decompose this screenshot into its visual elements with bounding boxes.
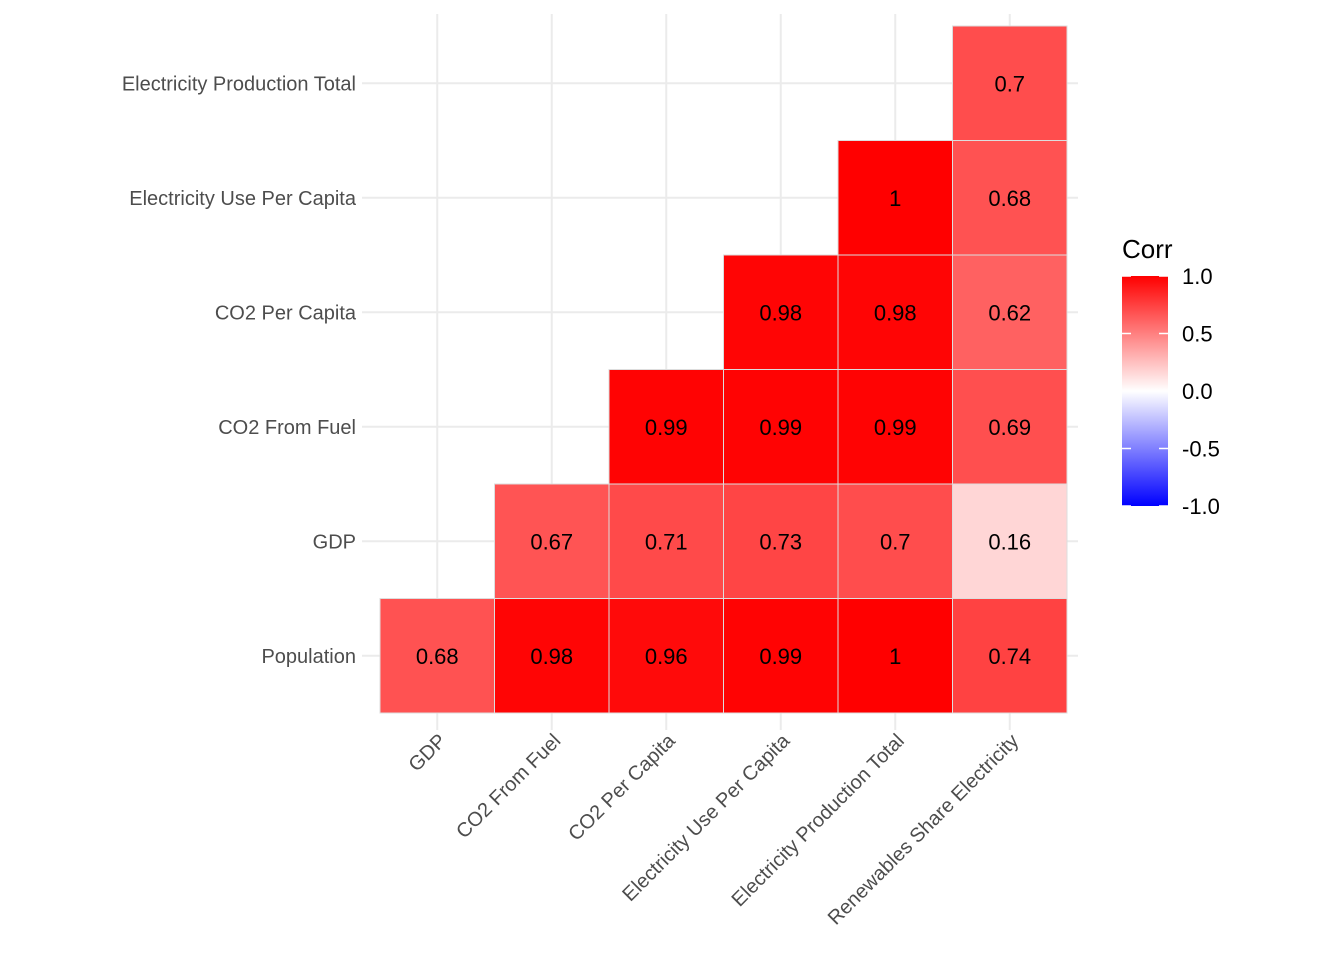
x-tick-label-gdp: GDP (405, 730, 451, 776)
y-tick-label-population: Population (261, 646, 356, 668)
cell-value-label: 1 (889, 186, 901, 211)
heatmap-cell (494, 483, 610, 599)
heatmap-cell (608, 369, 724, 485)
legend-tick-label: 1.0 (1182, 264, 1213, 289)
legend-tick-label: -0.5 (1182, 437, 1220, 462)
heatmap-cell (952, 369, 1068, 485)
y-axis: Population GDP CO2 From Fuel CO2 Per Capita… (122, 73, 368, 668)
heatmap-cell (379, 598, 495, 714)
cell-value-label: 0.69 (988, 415, 1031, 440)
legend-tick-label: -1.0 (1182, 494, 1220, 519)
cell-value-label: 0.99 (759, 644, 802, 669)
heatmap-cell (952, 25, 1068, 141)
cell-value-label: 0.99 (759, 415, 802, 440)
heatmap-cells: 0.68 0.98 0.96 0.99 1 0.740.67 0.71 0.73 0.7 0.16… (379, 25, 1068, 714)
x-tick-label-co2-per-capita: CO2 Per Capita (564, 729, 680, 845)
cell-value-label: 0.7 (994, 71, 1025, 96)
cell-value-label: 0.67 (530, 529, 573, 554)
cell-value-label: 0.73 (759, 529, 802, 554)
cell-value-label: 0.96 (645, 644, 688, 669)
heatmap-cell (494, 598, 610, 714)
cell-value-label: 0.98 (530, 644, 573, 669)
cell-value-label: 1 (889, 644, 901, 669)
cell-value-label: 0.7 (880, 529, 911, 554)
legend-tick-label: 0.0 (1182, 379, 1213, 404)
cell-value-label: 0.99 (645, 415, 688, 440)
cell-value-label: 0.98 (874, 300, 917, 325)
heatmap-cell (952, 598, 1068, 714)
cell-value-label: 0.68 (988, 186, 1031, 211)
heatmap-cell (837, 254, 953, 370)
legend: Corr 1.0 0.5 0.0 -0.5 -1.0 (1122, 234, 1220, 519)
cell-value-label: 0.16 (988, 529, 1031, 554)
heatmap-cell (608, 483, 724, 599)
cell-value-label: 0.71 (645, 529, 688, 554)
heatmap-cell (723, 369, 839, 485)
legend-title: Corr (1122, 234, 1173, 264)
heatmap-cell (837, 598, 953, 714)
legend-tick-label: 0.5 (1182, 322, 1213, 347)
y-tick-label-electricity-production-total: Electricity Production Total (122, 73, 356, 95)
heatmap-cell (723, 254, 839, 370)
y-tick-label-co2-from-fuel: CO2 From Fuel (218, 417, 356, 439)
x-tick-label-co2-from-fuel: CO2 From Fuel (452, 730, 565, 843)
x-axis: GDP CO2 From Fuel CO2 Per CapitaElectricit… (405, 724, 1023, 929)
heatmap-cell (837, 483, 953, 599)
heatmap-cell (952, 140, 1068, 256)
cell-value-label: 0.74 (988, 644, 1031, 669)
cell-value-label: 0.99 (874, 415, 917, 440)
y-tick-label-co2-per-capita: CO2 Per Capita (215, 302, 357, 324)
cell-value-label: 0.68 (416, 644, 459, 669)
y-tick-label-electricity-use-per-capita: Electricity Use Per Capita (129, 188, 357, 210)
heatmap-cell (837, 140, 953, 256)
heatmap-cell (837, 369, 953, 485)
heatmap-cell (952, 254, 1068, 370)
x-tick-label-renewables-share-electricity: Renewables Share Electricity (824, 730, 1023, 929)
cell-value-label: 0.62 (988, 300, 1031, 325)
y-tick-label-gdp: GDP (313, 531, 356, 553)
heatmap-cell (952, 483, 1068, 599)
cell-value-label: 0.98 (759, 300, 802, 325)
